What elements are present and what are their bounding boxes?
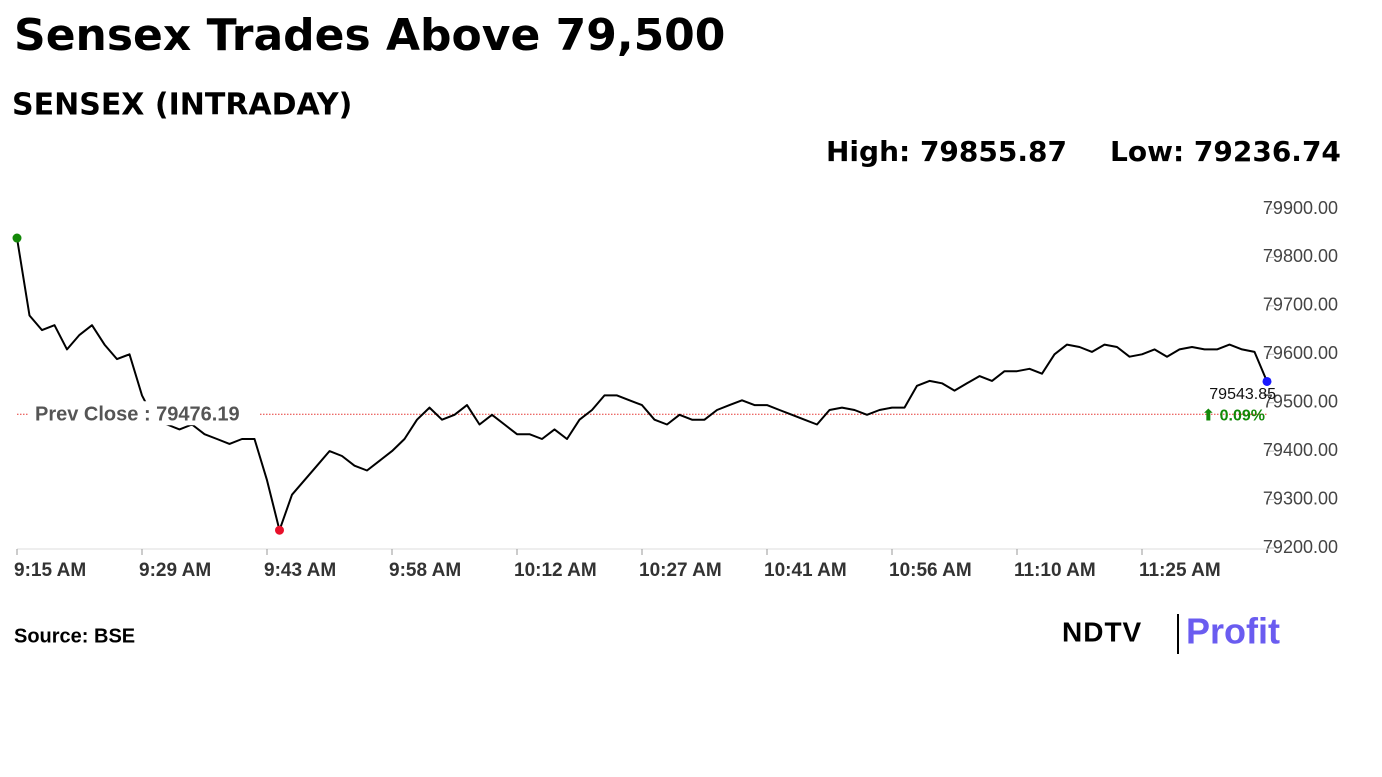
chart-subtitle: SENSEX (INTRADAY) — [12, 88, 352, 123]
x-tick-label: 11:10 AM — [1014, 560, 1096, 581]
marker — [12, 233, 22, 243]
x-tick-label: 9:58 AM — [389, 560, 461, 581]
marker — [275, 525, 284, 535]
x-tick-label: 9:29 AM — [139, 560, 211, 581]
y-tick-label: 79800.00 — [1263, 246, 1338, 266]
logo-profit: Profit — [1186, 611, 1280, 652]
prev-close-label: Prev Close : 79476.19 — [35, 404, 240, 426]
x-tick-label: 11:25 AM — [1139, 560, 1221, 581]
x-tick-label: 10:27 AM — [639, 560, 722, 581]
high-label: High: 79855.87 — [826, 135, 1067, 168]
last-value-label: 79543.85 — [1209, 386, 1276, 403]
y-tick-label: 79500.00 — [1263, 391, 1338, 411]
logo-ndtv: NDTV — [1062, 616, 1142, 647]
chart-title: Sensex Trades Above 79,500 — [14, 10, 725, 61]
y-tick-label: 79900.00 — [1263, 198, 1338, 218]
prev-close-label-bg — [28, 401, 260, 426]
y-tick-label: 79700.00 — [1263, 295, 1338, 315]
price-line — [16, 237, 1268, 532]
y-tick-label: 79300.00 — [1263, 488, 1338, 508]
y-tick-label: 79600.00 — [1263, 343, 1338, 363]
x-tick-label: 10:56 AM — [889, 560, 972, 581]
x-tick-label: 10:12 AM — [514, 560, 597, 581]
x-tick-label: 9:43 AM — [264, 560, 336, 581]
marker — [1262, 376, 1272, 386]
x-tick-label: 10:41 AM — [764, 560, 847, 581]
x-tick-label: 9:15 AM — [14, 560, 86, 581]
source: Source: BSE — [14, 625, 135, 647]
low-label: Low: 79236.74 — [1110, 135, 1341, 168]
change-label: ⬆ 0.09% — [1202, 407, 1265, 424]
y-tick-label: 79400.00 — [1263, 440, 1338, 460]
y-tick-label: 79200.00 — [1263, 537, 1338, 557]
